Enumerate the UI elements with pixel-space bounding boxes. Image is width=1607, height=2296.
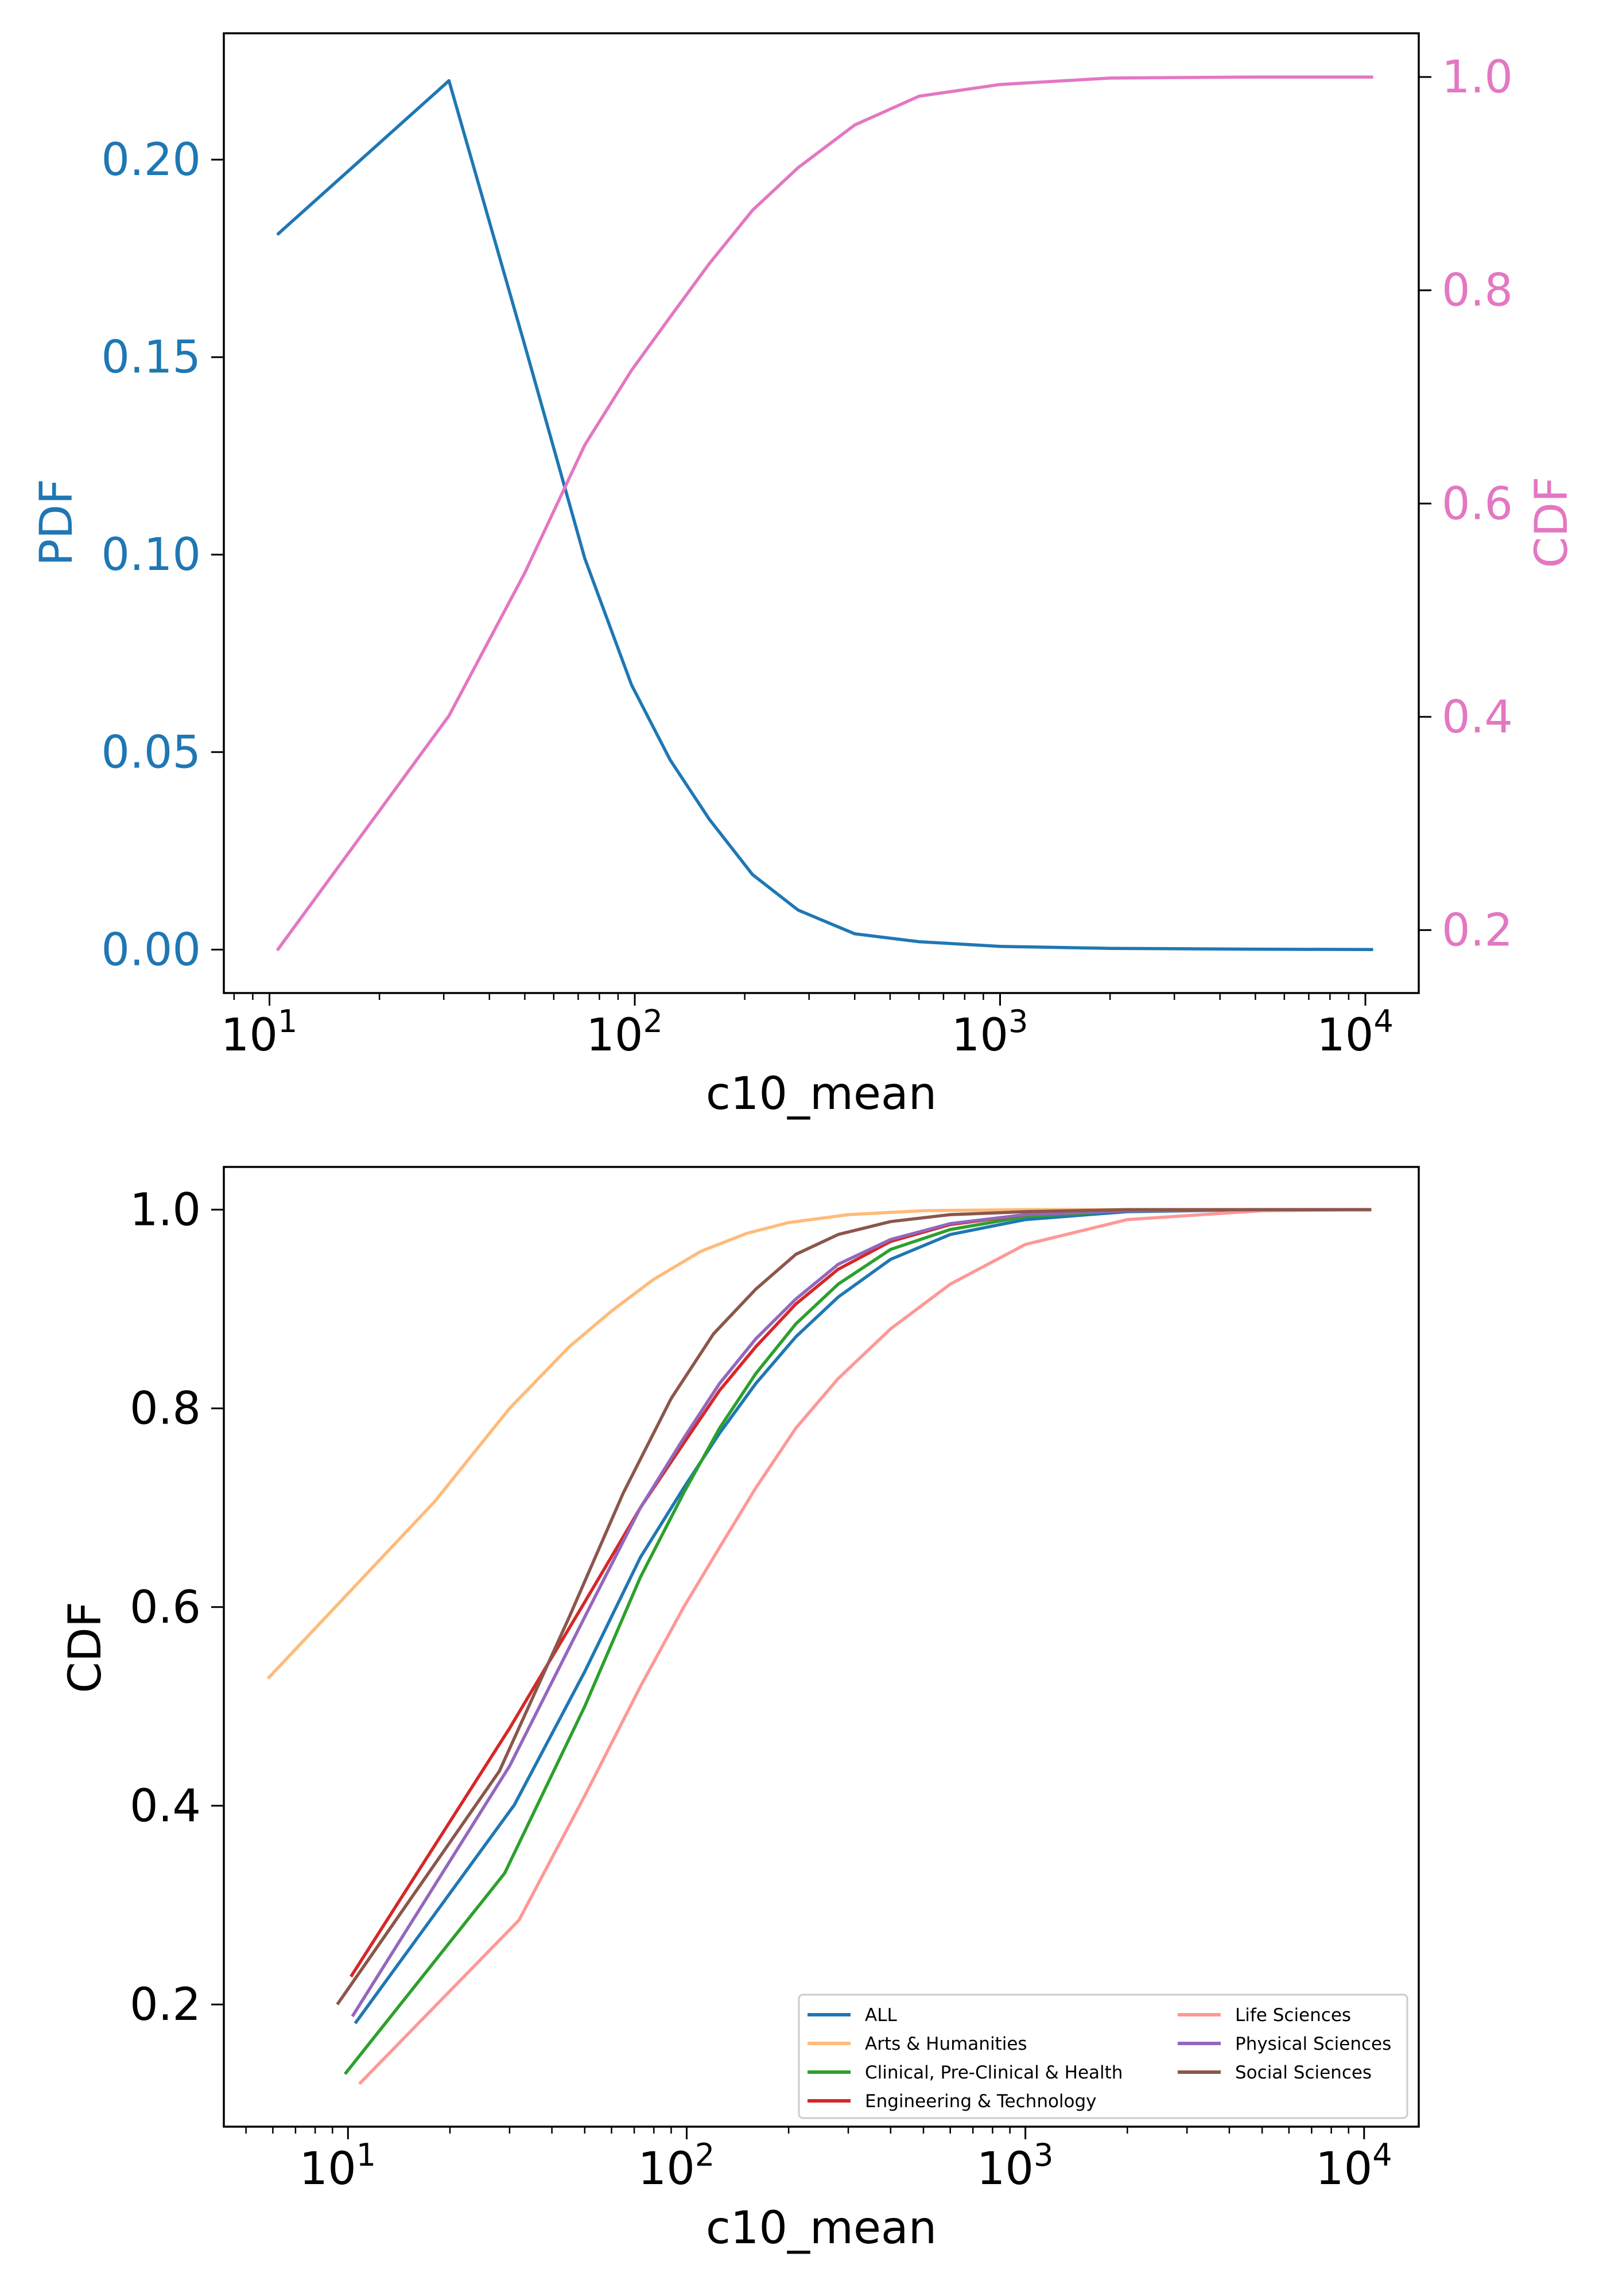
top-left-y-tick-label: 0.10 [101, 529, 201, 581]
series-line-cdf [275, 75, 1373, 952]
series-line-all [354, 1208, 1372, 2024]
top-x-axis: 101 102 103 104 [221, 993, 1393, 1061]
legend-label: ALL [865, 2005, 897, 2026]
legend: ALL Arts & Humanities Clinical, Pre-Clinic… [798, 1994, 1408, 2119]
bottom-x-tick-label: 104 [1315, 2137, 1392, 2195]
bottom-y-tick-label: 0.6 [130, 1582, 201, 1634]
bottom-y-tick-label: 0.2 [130, 1979, 201, 2031]
top-left-y-tick-label: 0.20 [101, 134, 201, 186]
top-x-tick-label: 102 [586, 1003, 663, 1061]
bottom-plot-frame [223, 1166, 1420, 2128]
top-x-tick-label: 104 [1317, 1003, 1393, 1061]
bottom-x-tick-label: 102 [638, 2137, 715, 2195]
bottom-y-tick-label: 0.8 [130, 1383, 201, 1435]
bottom-chart: 101 102 103 104 0.2 0.4 0.6 0.8 1.0 c10_mean CD… [60, 1166, 1420, 2254]
series-line-engineering-technology [350, 1208, 1372, 1978]
bottom-y-tick-label: 0.4 [130, 1781, 201, 1832]
bottom-plot-content [266, 1208, 1372, 2085]
bottom-x-axis-label: c10_mean [706, 2202, 937, 2254]
bottom-y-axis-label: CDF [60, 1601, 111, 1693]
top-left-y-axis-label: PDF [31, 479, 83, 566]
top-plot-content [275, 75, 1373, 952]
top-right-y-tick-label: 0.8 [1442, 265, 1513, 317]
top-x-tick-label: 101 [221, 1003, 298, 1061]
series-line-clinical-pre-clinical-health [343, 1208, 1372, 2076]
bottom-y-axis: 0.2 0.4 0.6 0.8 1.0 [130, 1184, 224, 2031]
legend-label: Engineering & Technology [865, 2091, 1097, 2112]
top-right-y-tick-label: 0.6 [1442, 478, 1513, 530]
top-right-y-axis: 0.2 0.4 0.6 0.8 1.0 [1419, 52, 1513, 956]
top-right-y-tick-label: 1.0 [1442, 52, 1513, 103]
legend-label: Physical Sciences [1235, 2034, 1391, 2054]
series-line-arts-humanities [266, 1208, 1372, 1680]
top-left-y-tick-label: 0.15 [101, 332, 201, 383]
bottom-x-axis: 101 102 103 104 [245, 2127, 1392, 2195]
series-line-social-sciences [336, 1208, 1372, 2006]
top-left-y-axis: 0.00 0.05 0.10 0.15 0.20 [101, 134, 224, 976]
top-plot-frame [223, 32, 1420, 994]
bottom-y-tick-label: 1.0 [130, 1184, 201, 1236]
bottom-x-tick-label: 101 [299, 2137, 376, 2195]
series-line-physical-sciences [351, 1208, 1372, 2018]
top-chart: 101 102 103 104 0.00 0.05 0.10 0.15 0.20 0.2 0.4… [31, 32, 1578, 1120]
top-left-y-tick-label: 0.00 [101, 924, 201, 976]
legend-label: Social Sciences [1235, 2062, 1372, 2083]
legend-label: Life Sciences [1235, 2005, 1351, 2026]
series-line-pdf [276, 79, 1373, 952]
series-line-life-sciences [358, 1208, 1372, 2085]
top-right-y-axis-label: CDF [1526, 476, 1578, 568]
legend-box [798, 1994, 1408, 2119]
top-right-y-tick-label: 0.4 [1442, 692, 1513, 743]
top-x-tick-label: 103 [952, 1003, 1028, 1061]
top-x-axis-label: c10_mean [706, 1068, 937, 1120]
legend-label: Clinical, Pre-Clinical & Health [865, 2062, 1123, 2083]
top-right-y-tick-label: 0.2 [1442, 905, 1513, 956]
top-left-y-tick-label: 0.05 [101, 727, 201, 778]
bottom-x-tick-label: 103 [977, 2137, 1054, 2195]
legend-label: Arts & Humanities [865, 2034, 1027, 2054]
